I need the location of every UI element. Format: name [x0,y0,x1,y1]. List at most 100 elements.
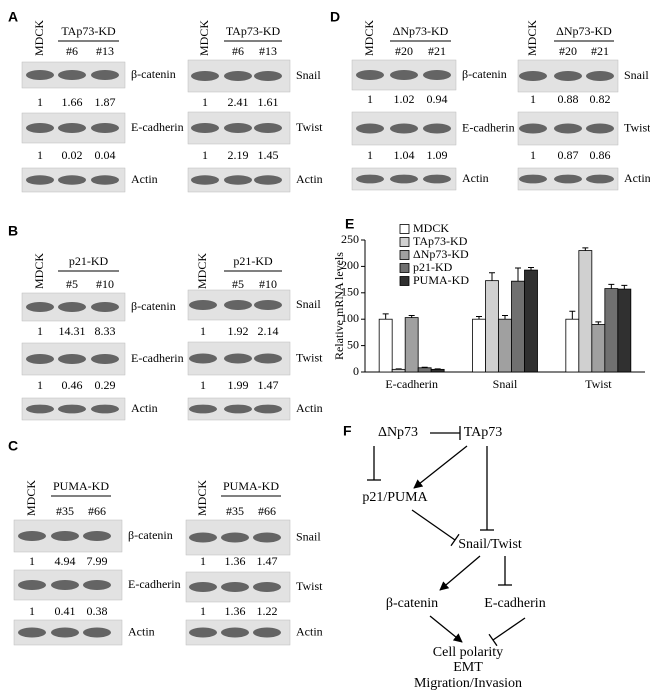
blot-band [554,174,582,184]
lane-label: #35 [56,504,74,518]
quant-value: 1.36 [225,604,246,618]
x-tick-label: Twist [585,377,612,391]
group-label: TAp73-KD [61,24,116,38]
diagram-node: E-cadherin [484,596,545,611]
blot-band [58,404,86,414]
blot-band [189,582,217,592]
band-label: Actin [296,172,323,186]
legend-label: TAp73-KD [413,234,468,248]
quant-value: 1 [37,378,43,392]
lane-label: #66 [88,504,106,518]
band-label: E-cadherin [462,120,515,134]
error-bar [608,283,615,289]
blot-band [224,123,252,133]
blot-band [423,174,451,184]
quant-value: 0.88 [558,92,579,106]
blot-band [58,175,86,185]
quant-value: 1 [202,95,208,109]
quant-value: 14.31 [59,324,86,338]
blot-band [189,353,217,364]
quant-value: 1.02 [394,92,415,106]
lane-label: #6 [232,44,244,58]
quant-value: 1 [200,554,206,568]
error-bar [434,368,441,370]
lane-label: #20 [559,44,577,58]
quant-value: 0.04 [95,148,116,162]
blot-band [58,70,86,80]
error-bar [476,316,482,320]
blot-band [58,354,86,364]
legend-swatch [399,237,410,247]
bar [391,368,406,373]
error-bar [502,315,508,320]
blot-band [26,70,54,80]
quant-value: 0.87 [558,148,579,162]
bar [604,288,619,373]
blot-band [191,175,219,185]
diagram-node: Snail/Twist [458,537,522,552]
diagram-node: β-catenin [386,596,438,611]
band-label: Actin [624,171,650,185]
inhibition-edge [411,509,456,541]
panel-letter: E [345,216,354,232]
blot-band [191,71,219,81]
blot-band [586,71,614,81]
quant-value: 1.47 [258,378,279,392]
quant-value: 0.82 [590,92,611,106]
band-label: Snail [296,297,321,311]
legend-label: MDCK [413,221,449,235]
blot-band [254,404,282,414]
quant-value: 1 [37,324,43,338]
blot-band [51,531,79,541]
lane-label: #6 [66,44,78,58]
blot-band [519,71,547,81]
error-bar [489,272,495,281]
group-label: p21-KD [69,254,109,268]
diagram-node: Cell polarity [433,645,503,660]
bar [524,269,538,373]
y-tick-label: 0 [353,364,359,378]
blot-band [586,123,614,134]
bar [417,367,432,373]
bar [591,324,606,373]
quant-value: 1 [200,604,206,618]
blot-band [26,175,54,185]
quant-value: 0.29 [95,378,116,392]
band-label: Actin [462,171,489,185]
blot-band [91,175,119,185]
lane-label: #35 [226,504,244,518]
quant-value: 1 [37,95,43,109]
quant-value: 2.41 [228,95,249,109]
quant-value: 2.14 [258,324,279,338]
lane-label: MDCK [195,253,209,289]
quant-value: 1.66 [62,95,83,109]
lane-label: #21 [428,44,446,58]
blot-band [356,70,384,80]
blot-band [18,627,46,638]
activation-arrow [439,555,481,591]
quant-value: 1.22 [257,604,278,618]
quant-value: 1.09 [427,148,448,162]
quant-value: 1 [29,554,35,568]
quant-value: 1.61 [258,95,279,109]
y-tick-label: 250 [341,232,359,246]
panel-letter: C [8,438,18,454]
diagram-node: EMT [453,660,483,675]
quant-value: 0.41 [55,604,76,618]
blot-band [91,354,119,364]
band-label: Snail [296,68,321,82]
quant-value: 1 [530,148,536,162]
lane-label: #5 [66,277,78,291]
band-label: β-catenin [462,67,507,81]
bar [565,318,580,373]
blot-band [224,353,252,364]
error-bar [569,310,576,320]
lane-label: #21 [591,44,609,58]
lane-label: MDCK [525,20,539,56]
quant-value: 1 [37,148,43,162]
quant-value: 1 [367,92,373,106]
bar [404,317,419,373]
error-bar [621,284,628,290]
blot-band [221,627,249,638]
